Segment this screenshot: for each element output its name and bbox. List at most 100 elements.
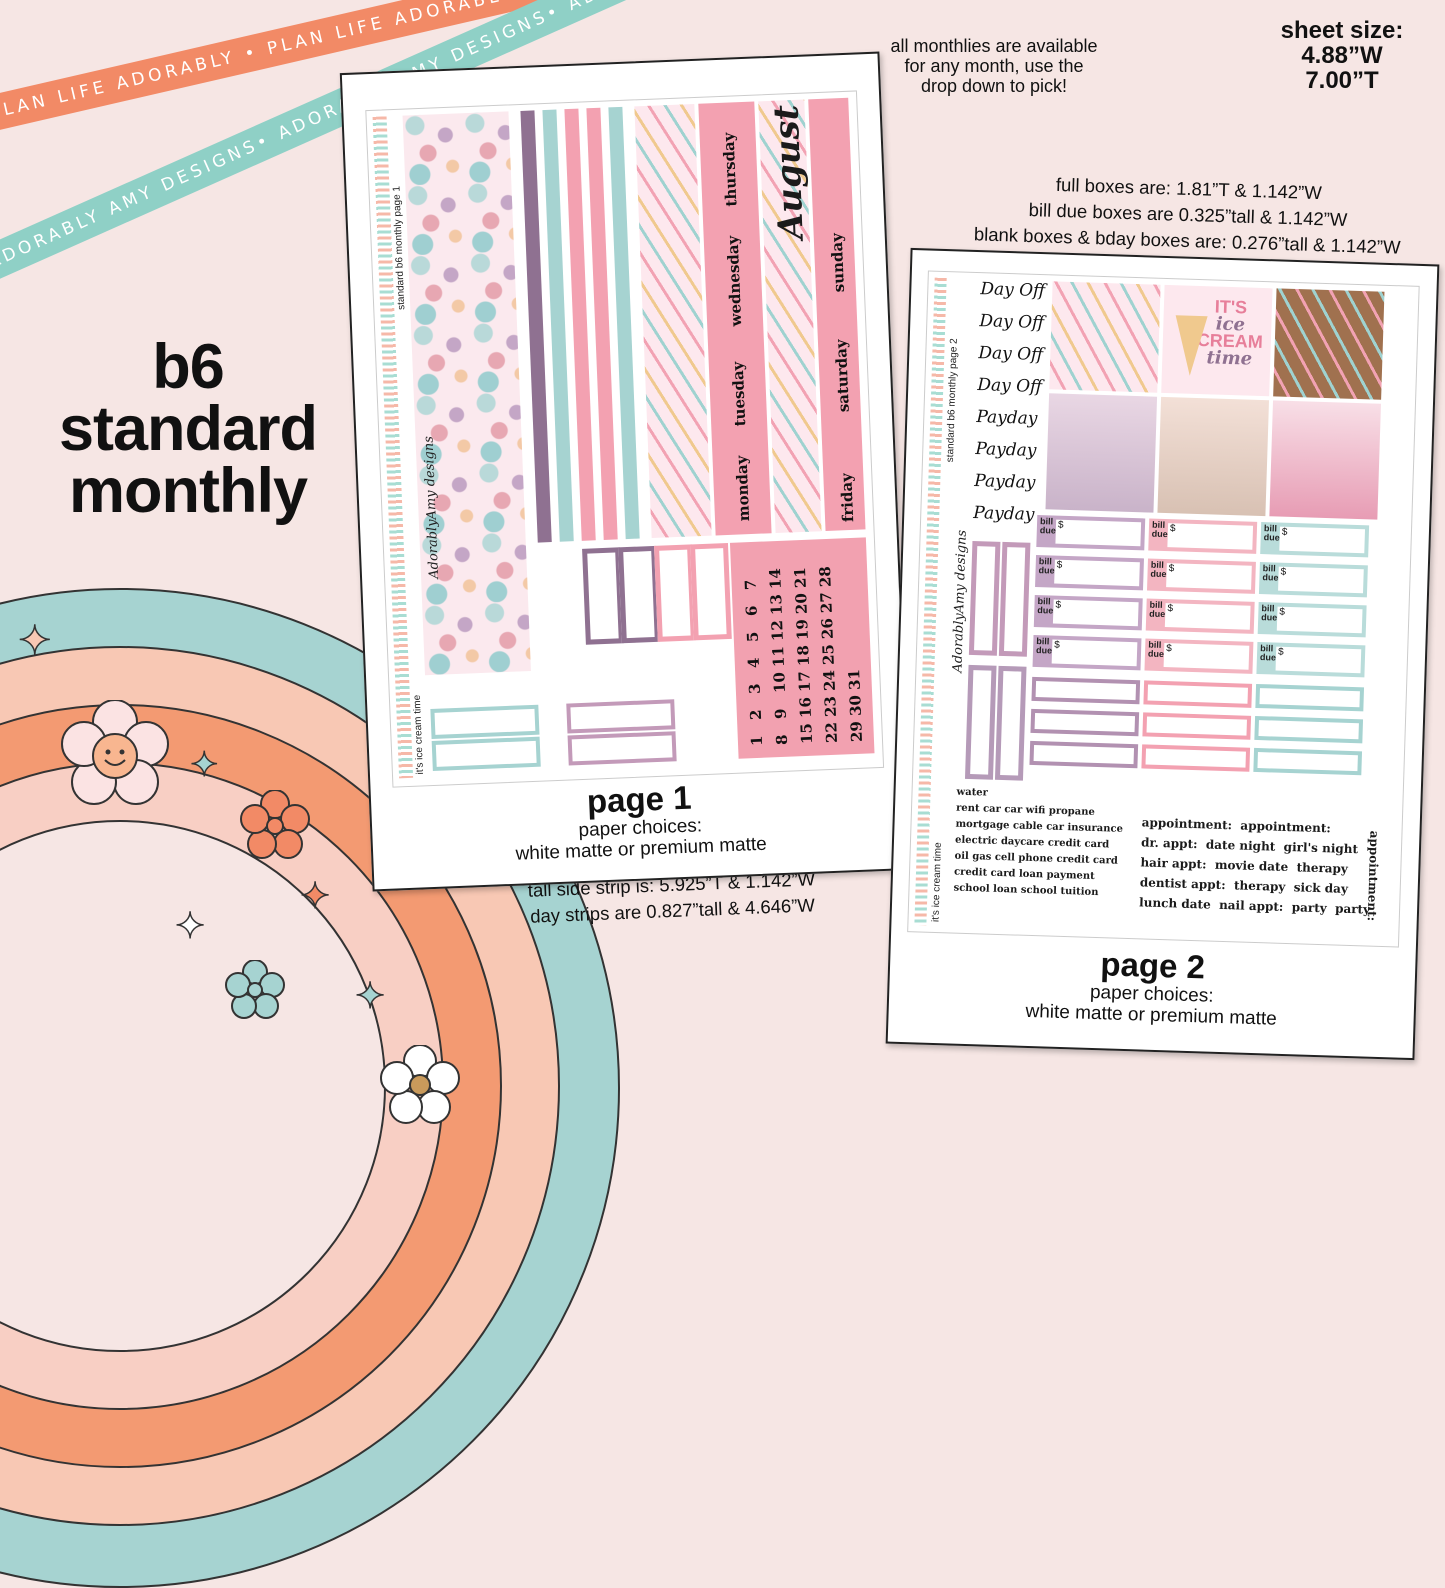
date-number: 7: [741, 579, 760, 591]
brand-logo: AdorablyAmy designs: [950, 529, 970, 673]
sparkle-icon: ✦: [174, 904, 206, 947]
small-box: [654, 544, 696, 642]
date-number: 2: [746, 709, 766, 721]
bill-due-label: bill due: [1149, 599, 1166, 620]
dollar-sign: $: [1168, 563, 1175, 575]
date-number: 14: [766, 567, 785, 590]
milkshake-art: [1157, 396, 1270, 517]
bill-due-box: bill due $: [1144, 638, 1254, 674]
sheet-page-2: standard b6 monthly page 2 it's ice crea…: [885, 247, 1440, 1061]
appointment-vertical-label: appointment:: [1364, 830, 1382, 922]
bill-due-label: bill due: [1035, 636, 1053, 656]
day-off-label: Day Off: [979, 311, 1045, 334]
ice-cream-title-box: IT'S ice CREAM time: [1161, 284, 1273, 397]
dollar-sign: $: [1057, 519, 1064, 531]
day-label-friday: friday: [837, 472, 858, 523]
date-number: 31: [845, 668, 864, 691]
dollar-sign: $: [1280, 566, 1287, 578]
bill-due-box: bill due $: [1145, 598, 1255, 634]
full-box: [998, 541, 1031, 657]
bill-due-label: bill due: [1147, 639, 1165, 660]
side-label-top: standard b6 monthly page 2: [944, 338, 960, 463]
bill-amount-field: $: [1055, 519, 1142, 547]
orange-flower-icon: [240, 789, 310, 860]
bill-amount-field: $: [1279, 526, 1366, 554]
box-dimensions-note: full boxes are: 1.81”T & 1.142”W bill due…: [973, 173, 1401, 258]
bill-due-box: bill due $: [1258, 562, 1368, 598]
blank-box: [1253, 747, 1363, 776]
sparkle-icon: ✦: [17, 618, 52, 664]
smiley-flower-icon: [60, 699, 170, 810]
date-number: 18: [794, 644, 813, 667]
bday-box: [431, 736, 541, 771]
small-box: [689, 542, 732, 641]
chocolate-sprinkle-box: [1273, 288, 1385, 400]
day-off-label: Day Off: [977, 375, 1043, 398]
dollar-sign: $: [1169, 523, 1176, 535]
bill-due-box: bill due $: [1033, 594, 1143, 631]
day-off-label: Day Off: [980, 279, 1046, 302]
date-number: 9: [771, 708, 791, 720]
bill-due-label: bill due: [1150, 559, 1167, 580]
blank-box: [1030, 708, 1140, 737]
sheet-2-sticker-area: standard b6 monthly page 2 it's ice crea…: [907, 270, 1420, 948]
date-number: 15: [797, 722, 817, 745]
blank-box: [1254, 715, 1364, 744]
bill-due-label: bill due: [1261, 603, 1278, 623]
dollar-sign: $: [1054, 639, 1060, 651]
blank-box: [567, 731, 677, 766]
title-line-standard: standard: [58, 394, 318, 464]
bill-due-label: bill due: [1262, 563, 1279, 583]
appointment-word-list: appointment: appointment: dr. appt: date…: [1138, 815, 1371, 917]
sheet-1-sticker-area: standard b6 monthly page 1 it's ice crea…: [365, 90, 885, 788]
white-flower-icon: [380, 1044, 460, 1125]
bill-due-box: bill due $: [1035, 554, 1144, 591]
day-label-thursday: thursday: [719, 132, 741, 207]
day-label-tuesday: tuesday: [728, 361, 750, 427]
bill-due-label: bill due: [1263, 523, 1280, 543]
bill-amount-field: $: [1051, 639, 1138, 667]
payday-label: Payday: [975, 439, 1037, 461]
sheet-size-note: sheet size: 4.88”W 7.00”T: [1280, 17, 1404, 94]
bill-amount-field: $: [1052, 599, 1139, 627]
full-box: [964, 664, 997, 780]
bill-due-label: bill due: [1037, 596, 1054, 616]
bill-amount-field: $: [1275, 646, 1362, 674]
bill-due-label: bill due: [1151, 519, 1168, 540]
tall-side-strip: [402, 111, 531, 676]
date-number: 11: [769, 645, 788, 668]
bill-due-label: bill due: [1038, 556, 1055, 576]
day-label-monday: monday: [732, 455, 754, 522]
sheet-page-1: standard b6 monthly page 1 it's ice crea…: [339, 51, 913, 892]
date-number: 24: [820, 669, 839, 692]
bill-due-label: bill due: [1039, 516, 1056, 536]
date-number: 25: [819, 643, 838, 666]
bill-due-label: bill due: [1259, 643, 1277, 663]
friends-art: [1269, 400, 1381, 520]
date-number: 22: [822, 721, 842, 744]
date-number: 3: [745, 683, 765, 695]
bill-due-box: bill due $: [1257, 601, 1367, 638]
monthlies-note: all monthlies are available for any month…: [890, 36, 1098, 96]
bill-due-box: bill due $: [1148, 518, 1258, 554]
date-number: 23: [821, 695, 841, 718]
day-off-label: Day Off: [978, 343, 1044, 366]
title-line-b6: b6: [152, 332, 225, 402]
dollar-sign: $: [1167, 603, 1174, 615]
page-1-caption: page 1 paper choices: white matte or pre…: [371, 771, 910, 870]
date-number: 27: [817, 591, 836, 614]
sprinkle-art-box: [1049, 281, 1161, 393]
date-number: 13: [767, 593, 786, 616]
date-number: 26: [818, 617, 837, 640]
side-stripe-strip: [914, 277, 947, 926]
dollar-sign: $: [1277, 646, 1284, 658]
date-number: 5: [743, 631, 762, 643]
bill-amount-field: $: [1278, 566, 1364, 594]
date-number: 6: [742, 605, 761, 617]
full-box: [968, 540, 1001, 656]
ice-cream-cone-icon: [1173, 315, 1208, 377]
dollar-sign: $: [1165, 643, 1172, 655]
bill-due-box: bill due $: [1256, 641, 1366, 678]
bill-amount-field: $: [1164, 603, 1251, 630]
small-box: [618, 545, 660, 644]
